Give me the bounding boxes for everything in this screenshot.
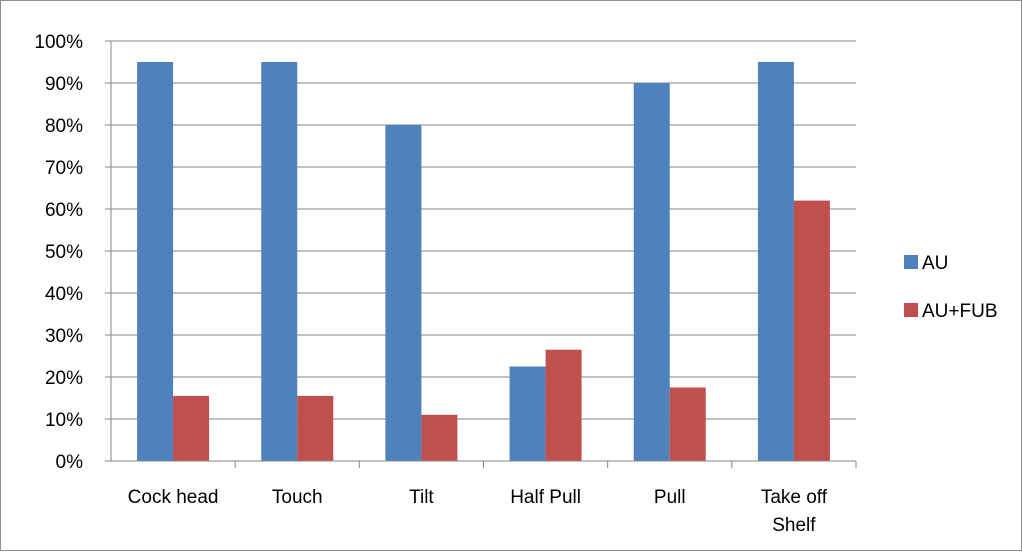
y-tick-label: 40% [45,284,83,305]
legend-swatch [904,303,918,317]
bar-au-0 [137,62,174,461]
bar-au-fub-3 [545,349,582,461]
y-tick-label: 80% [45,116,83,137]
bar-au-fub-4 [669,387,706,461]
y-tick-label: 60% [45,200,83,221]
x-tick-label: Tilt [409,487,434,508]
legend-label: AU [922,253,948,274]
axes: 0% 10% 20% 30% 40% 50% 60% 70% 80% 90% 100% Cock he… [34,32,857,536]
bar-au-fub-5 [793,200,830,461]
x-tick-label-line: Half Pull [510,487,581,508]
bar-au-2 [385,125,422,461]
x-tick-label: Pull [654,487,686,508]
legend: AU AU+FUB [904,253,998,322]
bar-au-fub-1 [297,395,334,461]
bar-au-1 [261,62,298,461]
y-tick-label: 50% [45,242,83,263]
bar-au-fub-0 [173,395,210,461]
bar-au-4 [633,83,670,461]
y-tick-label: 0% [56,452,84,473]
bar-au-fub-2 [421,414,458,461]
y-tick-label: 70% [45,158,83,179]
x-tick-label-line: Take off [761,487,828,508]
x-tick-label: Touch [272,487,323,508]
y-tick-label: 20% [45,368,83,389]
legend-swatch [904,255,918,269]
gridlines [111,40,856,420]
legend-label: AU+FUB [922,301,998,322]
bar-au-5 [757,62,794,461]
y-tick-label: 10% [45,410,83,431]
x-tick-label-line: Tilt [409,487,434,508]
y-tick-label: 30% [45,326,83,347]
bar-au-3 [509,366,546,461]
x-tick-label-line: Touch [272,487,323,508]
y-tick-label: 100% [34,32,83,53]
x-tick-label: Take off Shelf [761,487,828,536]
x-tick-label: Half Pull [510,487,581,508]
x-tick-label-line: Cock head [128,487,219,508]
x-tick-label-line: Shelf [772,515,816,536]
y-tick-label: 90% [45,74,83,95]
x-tick-label: Cock head [128,487,219,508]
bars [137,62,830,461]
x-tick-label-line: Pull [654,487,686,508]
